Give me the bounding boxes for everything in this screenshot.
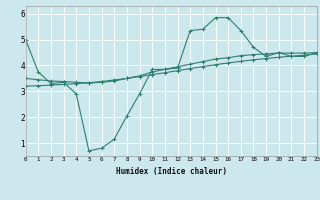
X-axis label: Humidex (Indice chaleur): Humidex (Indice chaleur)	[116, 167, 227, 176]
